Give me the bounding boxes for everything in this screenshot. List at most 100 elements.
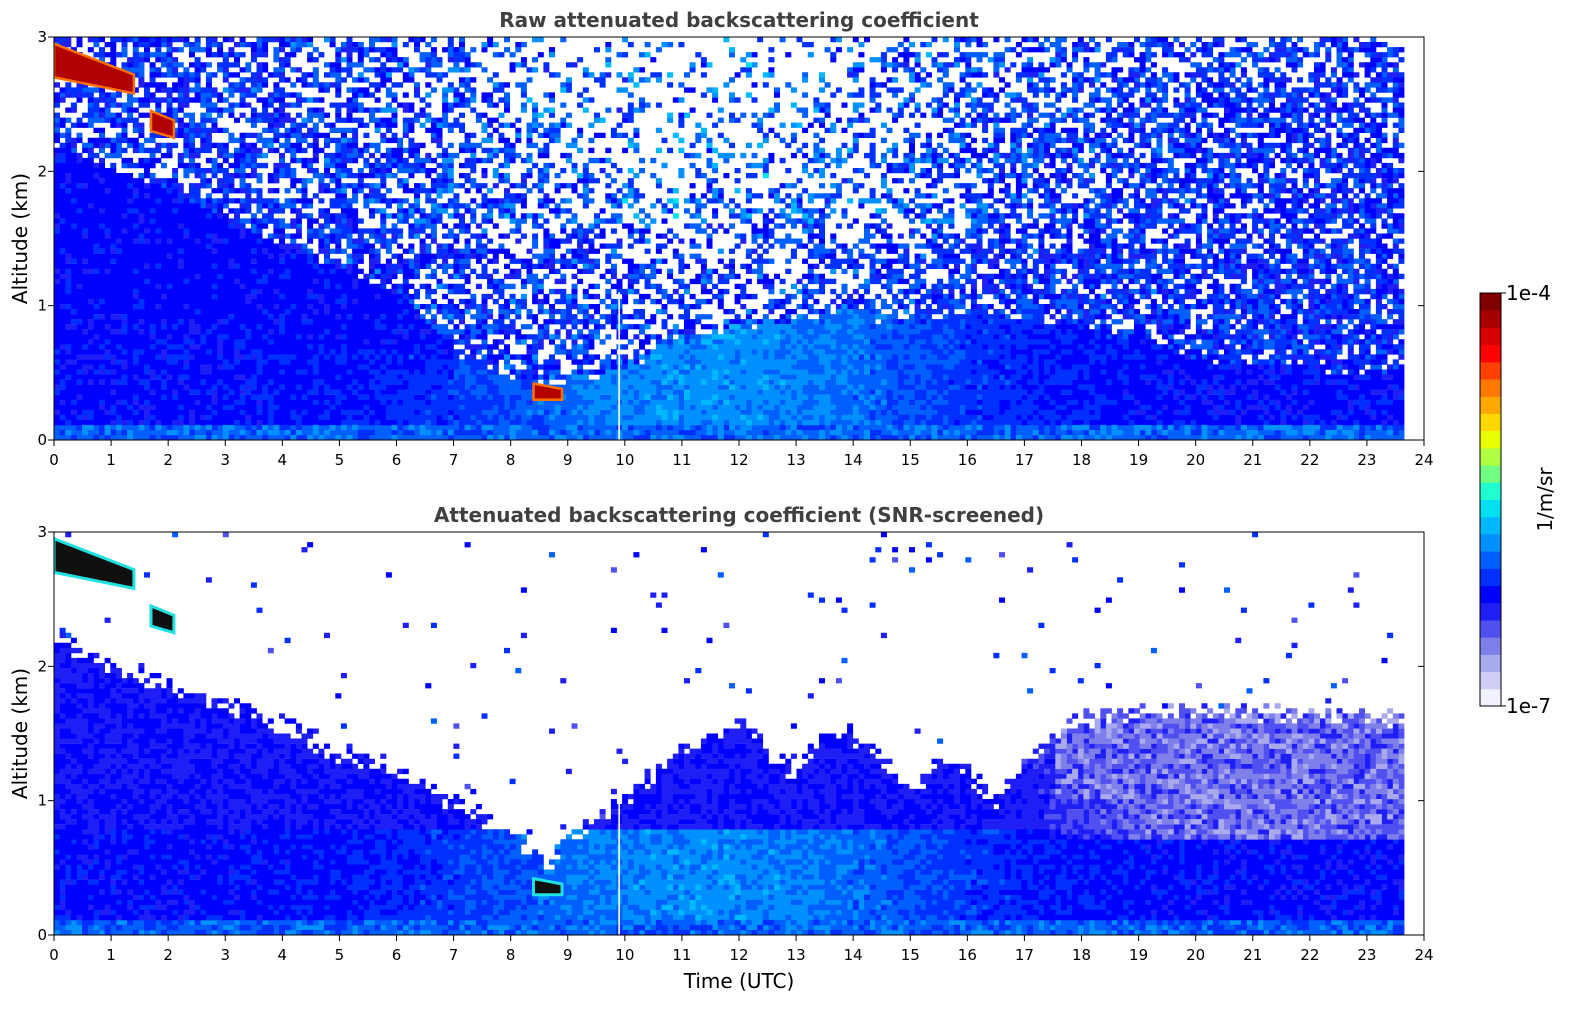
x-tick-label: 5 [335, 946, 345, 964]
x-tick-label: 0 [49, 946, 59, 964]
x-tick-label: 20 [1186, 451, 1205, 469]
x-tick-label: 9 [563, 946, 573, 964]
colorbar-max-label: 1e-4 [1506, 281, 1551, 305]
y-tick-label: 3 [37, 523, 47, 541]
x-tick-label: 4 [278, 946, 288, 964]
y-tick-label: 0 [37, 926, 47, 944]
colorbar-min-label: 1e-7 [1506, 694, 1551, 718]
colorbar-segment [1480, 344, 1501, 363]
x-tick-label: 15 [901, 451, 920, 469]
y-axis-label: Altitude (km) [8, 668, 32, 799]
colorbar-segment [1480, 413, 1501, 432]
colorbar-segment [1480, 361, 1501, 380]
colorbar-segment [1480, 568, 1501, 587]
colorbar-segment [1480, 447, 1501, 466]
colorbar-segment [1480, 396, 1501, 414]
x-tick-label: 1 [106, 451, 116, 469]
x-tick-label: 10 [615, 451, 634, 469]
x-tick-label: 17 [1015, 946, 1034, 964]
x-tick-label: 18 [1072, 946, 1091, 964]
y-tick-label: 0 [37, 431, 47, 449]
x-tick-label: 10 [615, 946, 634, 964]
colorbar-segment [1480, 619, 1501, 638]
cloud-layer [532, 382, 564, 401]
x-tick-label: 12 [729, 946, 748, 964]
colorbar-segment [1480, 327, 1501, 346]
chart-title: Raw attenuated backscattering coefficien… [499, 8, 979, 32]
heatmap-cells [1055, 703, 1405, 840]
colorbar-segment [1480, 654, 1501, 673]
x-tick-label: 12 [729, 451, 748, 469]
x-tick-label: 4 [278, 451, 288, 469]
y-tick-label: 1 [37, 792, 47, 810]
x-axis-label: Time (UTC) [683, 969, 795, 993]
heatmap-cells [222, 532, 1405, 840]
x-tick-label: 23 [1357, 946, 1376, 964]
x-tick-label: 1 [106, 946, 116, 964]
heatmap-cells [633, 829, 780, 921]
colorbar-segment [1480, 379, 1501, 397]
x-tick-label: 24 [1414, 946, 1433, 964]
screened-backscatter-panel: Attenuated backscattering coefficient (S… [8, 503, 1434, 993]
heatmap-cells [54, 37, 1405, 426]
colorbar-segment [1480, 551, 1501, 569]
x-tick-label: 7 [449, 946, 459, 964]
y-tick-label: 2 [37, 657, 47, 675]
x-tick-label: 13 [787, 946, 806, 964]
x-tick-label: 9 [563, 451, 573, 469]
x-tick-label: 14 [844, 451, 863, 469]
x-tick-label: 0 [49, 451, 59, 469]
heatmap-cells [54, 532, 1405, 921]
x-tick-label: 18 [1072, 451, 1091, 469]
cloud-layer [532, 876, 564, 897]
cloud-layer [54, 537, 136, 591]
x-tick-label: 16 [958, 946, 977, 964]
x-tick-label: 17 [1015, 451, 1034, 469]
colorbar-segment [1480, 293, 1501, 311]
heatmap-cells [504, 37, 932, 426]
x-tick-label: 19 [1129, 451, 1148, 469]
x-tick-label: 2 [163, 946, 173, 964]
x-tick-label: 13 [787, 451, 806, 469]
colorbar-segment [1480, 430, 1501, 449]
x-tick-label: 11 [672, 451, 691, 469]
x-tick-label: 3 [220, 451, 230, 469]
x-tick-label: 20 [1186, 946, 1205, 964]
colorbar: 1e-4 1e-7 1/m/sr [1479, 281, 1557, 718]
colorbar-segment [1480, 585, 1501, 604]
colorbar-segment [1480, 602, 1501, 621]
x-tick-label: 22 [1300, 946, 1319, 964]
x-tick-label: 19 [1129, 946, 1148, 964]
x-tick-label: 15 [901, 946, 920, 964]
heatmap-cells [1055, 703, 1405, 840]
x-tick-label: 21 [1243, 451, 1262, 469]
raw-backscatter-panel: Raw attenuated backscattering coefficien… [8, 8, 1434, 469]
x-tick-label: 8 [506, 946, 516, 964]
cloud-layer [149, 109, 176, 140]
x-tick-label: 23 [1357, 451, 1376, 469]
x-tick-label: 5 [335, 451, 345, 469]
heatmap-cells [54, 37, 1405, 440]
colorbar-segment [1480, 465, 1501, 483]
x-tick-label: 8 [506, 451, 516, 469]
y-tick-label: 1 [37, 297, 47, 315]
y-tick-label: 2 [37, 162, 47, 180]
colorbar-unit-label: 1/m/sr [1533, 467, 1557, 532]
x-tick-label: 24 [1414, 451, 1433, 469]
x-tick-label: 2 [163, 451, 173, 469]
chart-title: Attenuated backscattering coefficient (S… [434, 503, 1044, 527]
x-tick-label: 14 [844, 946, 863, 964]
x-tick-label: 22 [1300, 451, 1319, 469]
cloud-layer [54, 42, 136, 95]
heatmap [54, 37, 1424, 440]
x-tick-label: 16 [958, 451, 977, 469]
colorbar-segment [1480, 516, 1501, 535]
heatmap [54, 532, 1424, 935]
y-tick-label: 3 [37, 28, 47, 46]
cloud-layer [149, 603, 176, 635]
y-axis-label: Altitude (km) [8, 173, 32, 304]
x-tick-label: 6 [392, 946, 402, 964]
colorbar-segment [1480, 688, 1501, 707]
colorbar-segment [1480, 671, 1501, 690]
colorbar-segment [1480, 637, 1501, 655]
